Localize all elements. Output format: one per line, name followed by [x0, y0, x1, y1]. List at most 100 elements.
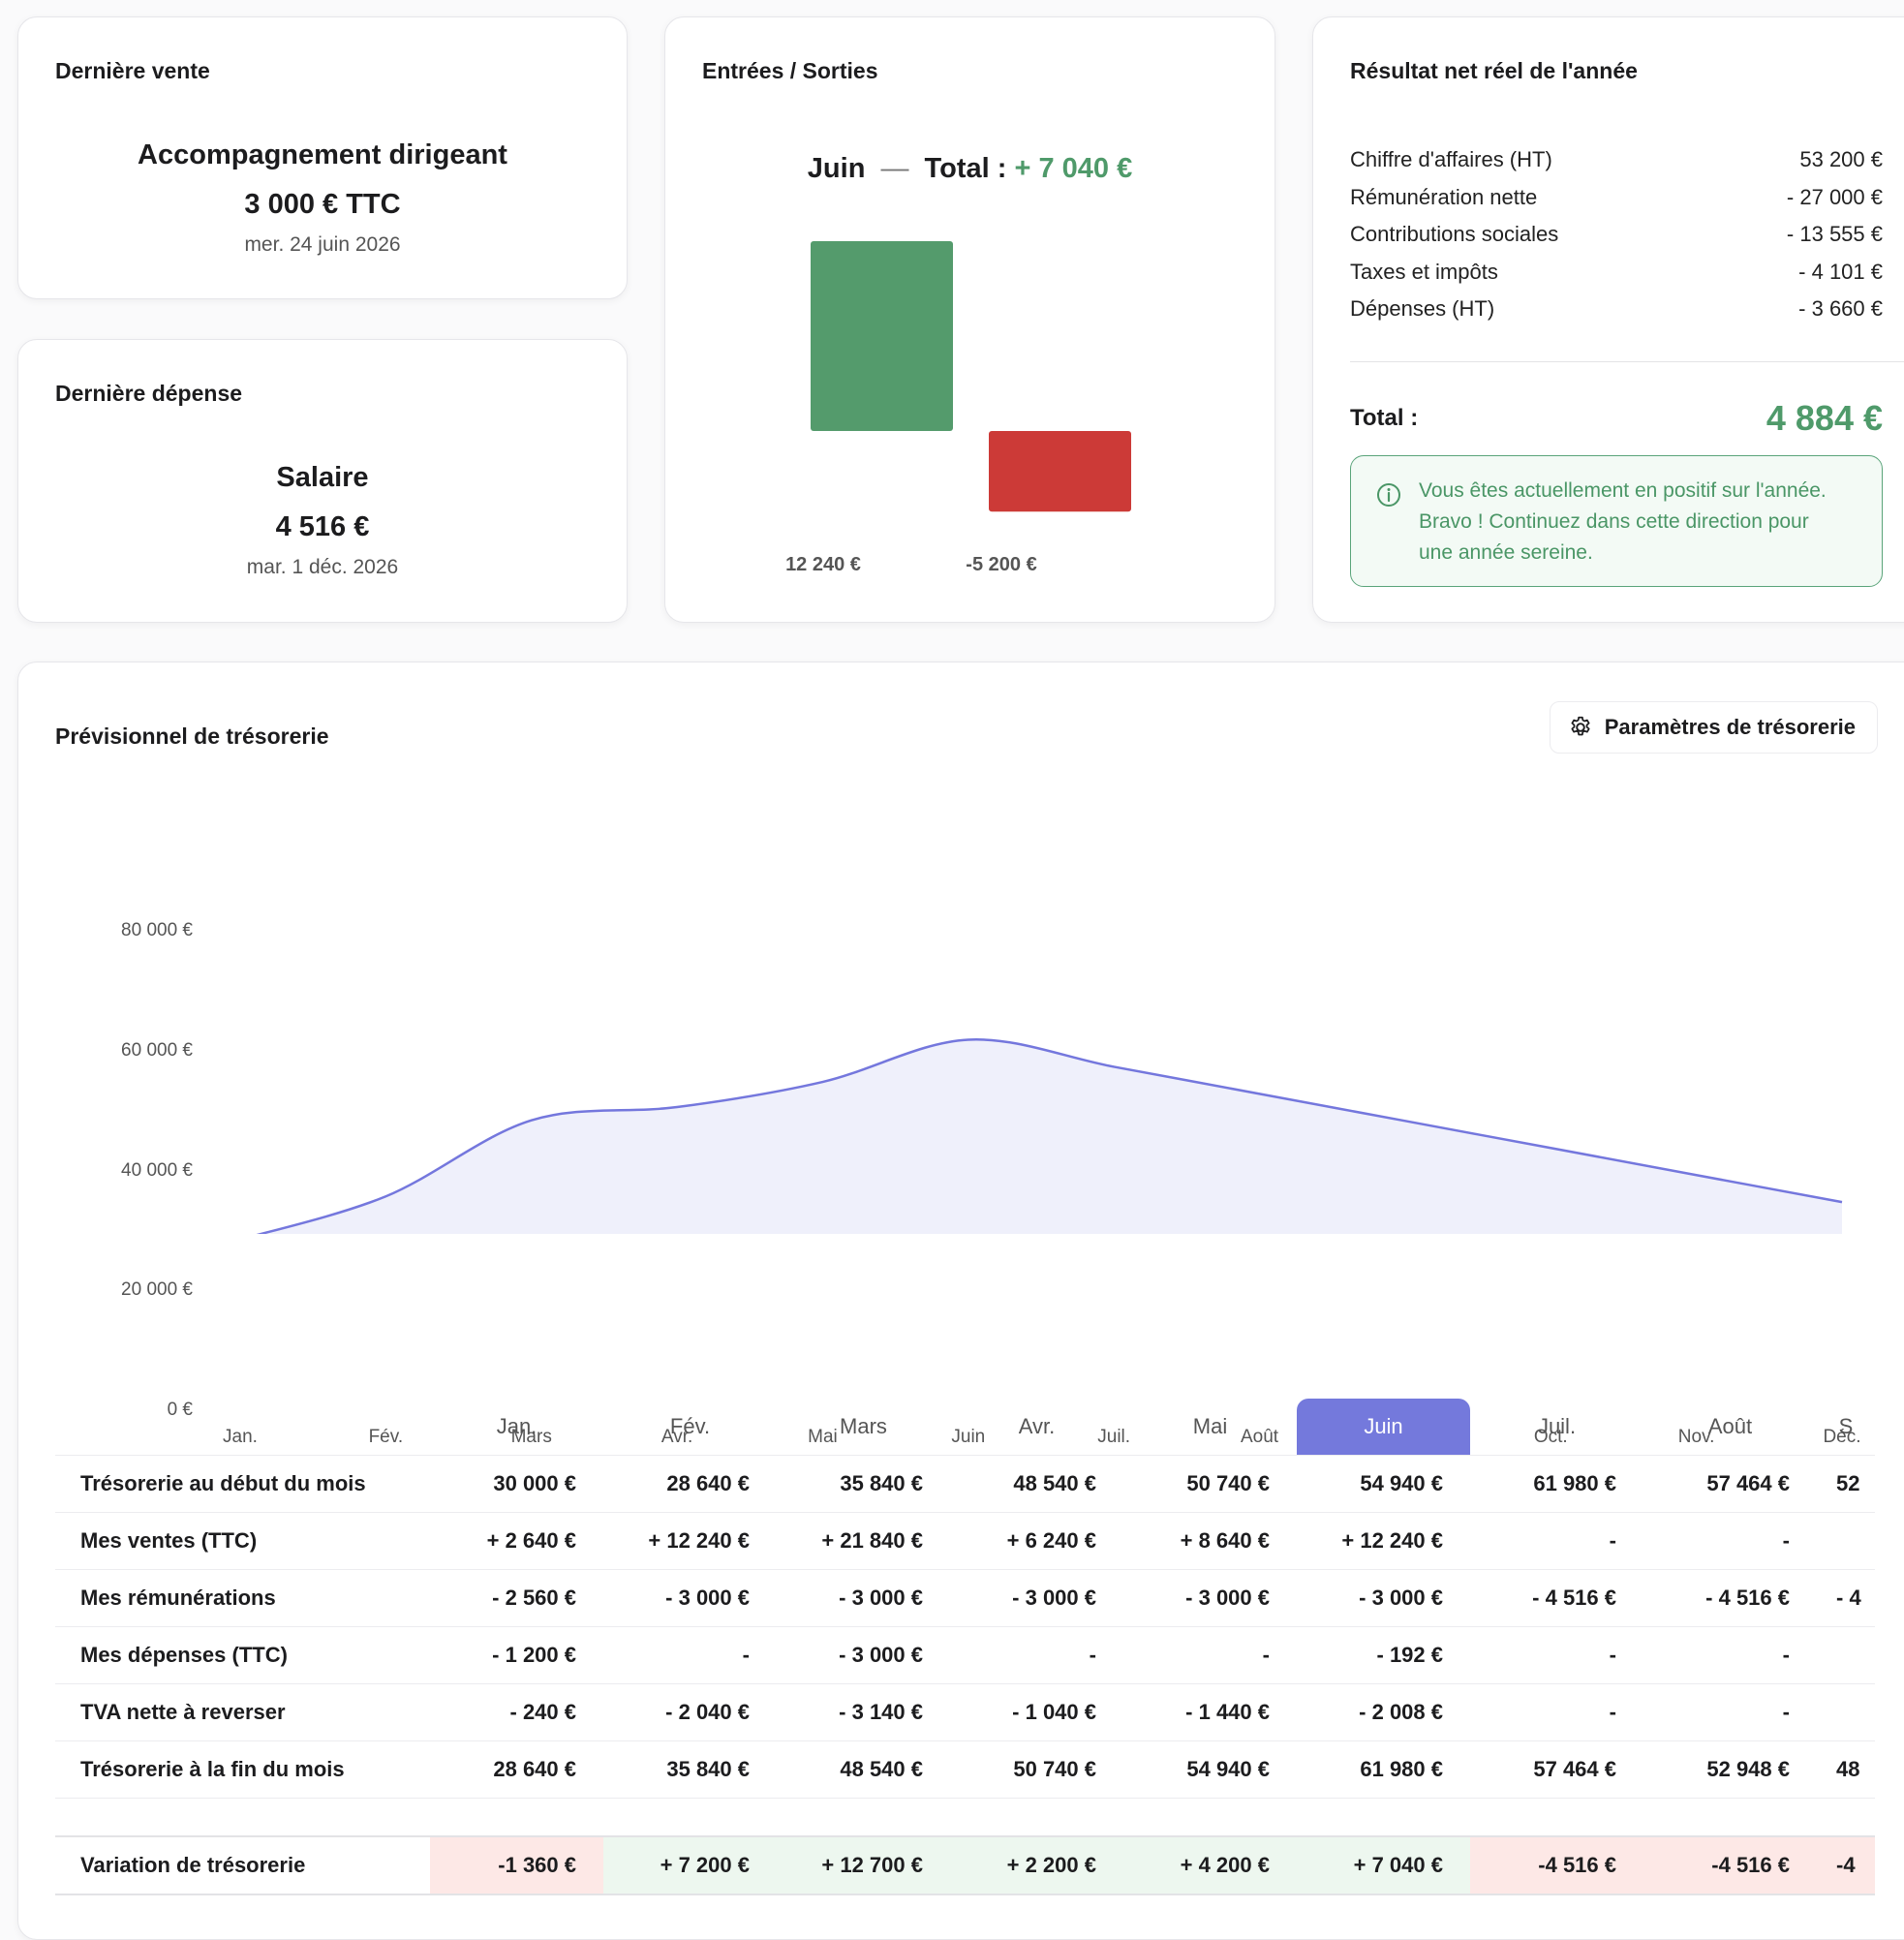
- table-month-header[interactable]: Mai: [1192, 1414, 1228, 1438]
- tresorerie-line: [256, 1038, 1843, 1234]
- table-cell: 35 840 €: [603, 1740, 777, 1799]
- table-cell: -: [1470, 1512, 1643, 1570]
- variation-cell: + 2 200 €: [950, 1835, 1123, 1895]
- table-cell: - 2 008 €: [1297, 1683, 1470, 1741]
- table-cell: 50 740 €: [950, 1740, 1123, 1799]
- x-tick-label: Août: [1240, 1427, 1279, 1447]
- table-cell: + 2 640 €: [430, 1512, 603, 1570]
- derniere-depense-name: Salaire: [276, 462, 369, 493]
- resultat-card: Résultat net réel de l'année Chiffre d'a…: [1312, 16, 1904, 623]
- table-cell: 28 640 €: [430, 1740, 603, 1799]
- table-row: Mes dépenses (TTC) - 1 200 € - - 3 000 € - - -…: [55, 1626, 1875, 1684]
- resultat-title: Résultat net réel de l'année: [1350, 58, 1638, 83]
- resultat-divider: [1350, 361, 1904, 362]
- resultat-row-value: - 4 101 €: [1798, 259, 1883, 284]
- table-cell: -: [1643, 1626, 1817, 1684]
- derniere-vente-date: mer. 24 juin 2026: [244, 233, 401, 256]
- x-tick-label: Juin: [951, 1427, 986, 1447]
- resultat-row: Dépenses (HT) - 3 660 €: [1350, 296, 1883, 331]
- derniere-depense-title: Dernière dépense: [55, 381, 243, 406]
- table-row-label: Mes ventes (TTC): [55, 1512, 430, 1570]
- resultat-info-text: Vous êtes actuellement en positif sur l'…: [1419, 476, 1862, 569]
- table-row-label: Trésorerie à la fin du mois: [55, 1740, 430, 1799]
- variation-cell: -1 360 €: [430, 1835, 603, 1895]
- table-month-header[interactable]: S: [1838, 1414, 1854, 1438]
- table-month-header[interactable]: Août: [1707, 1414, 1753, 1438]
- resultat-row-value: 53 200 €: [1799, 147, 1883, 171]
- table-cell: -: [1470, 1626, 1643, 1684]
- table-cell: - 1 040 €: [950, 1683, 1123, 1741]
- entrees-bar-label: 12 240 €: [785, 554, 861, 575]
- table-month-header[interactable]: Juil.: [1537, 1414, 1577, 1438]
- derniere-depense-date: mar. 1 déc. 2026: [246, 556, 399, 578]
- table-cell: - 3 000 €: [603, 1569, 777, 1627]
- table-row: Mes ventes (TTC) + 2 640 € + 12 240 € + 21 …: [55, 1512, 1875, 1570]
- table-cell: - 4 516 €: [1643, 1569, 1817, 1627]
- sorties-bar: [989, 431, 1131, 512]
- resultat-total-value: 4 884 €: [1766, 398, 1883, 438]
- table-cell: 61 980 €: [1470, 1455, 1643, 1513]
- table-cell: + 21 840 €: [777, 1512, 950, 1570]
- y-tick-label: 20 000 €: [121, 1279, 193, 1301]
- resultat-row: Contributions sociales - 13 555 €: [1350, 222, 1883, 257]
- table-cell: - 2 040 €: [603, 1683, 777, 1741]
- x-tick-label: Jan.: [223, 1427, 258, 1447]
- table-cell: [1817, 1626, 1875, 1684]
- x-tick-label: Avr.: [660, 1427, 693, 1447]
- resultat-row-label: Taxes et impôts: [1350, 259, 1498, 284]
- derniere-vente-title: Dernière vente: [55, 58, 210, 83]
- table-cell: 54 940 €: [1123, 1740, 1297, 1799]
- x-tick-label: Fév.: [368, 1427, 404, 1447]
- variation-label: Variation de trésorerie: [55, 1835, 430, 1895]
- table-month-header[interactable]: Juin: [1297, 1399, 1470, 1456]
- table-month-header[interactable]: Avr.: [1018, 1414, 1056, 1438]
- table-cell: 54 940 €: [1297, 1455, 1470, 1513]
- x-tick-label: Nov.: [1677, 1427, 1715, 1447]
- variation-cell: + 7 200 €: [603, 1835, 777, 1895]
- resultat-row-label: Rémunération nette: [1350, 184, 1538, 209]
- tresorerie-area: [261, 1039, 1842, 1234]
- table-row: Trésorerie à la fin du mois 28 640 €35 84…: [55, 1740, 1875, 1799]
- es-month: Juin: [807, 153, 866, 184]
- table-cell: - 2 560 €: [430, 1569, 603, 1627]
- table-cell: + 8 640 €: [1123, 1512, 1297, 1570]
- table-cell: 61 980 €: [1297, 1740, 1470, 1799]
- resultat-row: Chiffre d'affaires (HT) 53 200 €: [1350, 147, 1883, 182]
- resultat-row-label: Contributions sociales: [1350, 222, 1559, 246]
- entrees-sorties-title: Entrées / Sorties: [702, 58, 878, 83]
- es-dash: —: [880, 153, 909, 184]
- table-month-header[interactable]: Mars: [840, 1414, 887, 1438]
- table-cell: 48: [1817, 1740, 1875, 1799]
- table-row: TVA nette à reverser - 240 € - 2 040 € - 3 …: [55, 1683, 1875, 1741]
- table-cell: 52: [1817, 1455, 1875, 1513]
- table-row-label: TVA nette à reverser: [55, 1683, 430, 1741]
- table-row-label: Trésorerie au début du mois: [55, 1455, 430, 1513]
- table-cell: -: [1123, 1626, 1297, 1684]
- table-month-header[interactable]: Fév.: [669, 1414, 711, 1438]
- table-cell: - 3 000 €: [950, 1569, 1123, 1627]
- table-cell: [1817, 1512, 1875, 1570]
- y-tick-label: 40 000 €: [121, 1159, 193, 1181]
- x-tick-label: Mai: [808, 1427, 838, 1447]
- resultat-info-line2: Bravo ! Continuez dans cette direction p…: [1419, 510, 1809, 533]
- table-month-header[interactable]: Jan.: [496, 1414, 537, 1438]
- table-cell: - 3 000 €: [777, 1569, 950, 1627]
- variation-cell: + 4 200 €: [1123, 1835, 1297, 1895]
- table-cell: -: [1643, 1512, 1817, 1570]
- gear-icon: [1568, 715, 1593, 740]
- resultat-total-label: Total :: [1350, 405, 1419, 431]
- parametres-tresorerie-button[interactable]: Paramètres de trésorerie: [1549, 701, 1878, 754]
- tresorerie-chart: [256, 1038, 1843, 1234]
- table-cell: -: [603, 1626, 777, 1684]
- table-spacer: [55, 1799, 1875, 1837]
- parametres-tresorerie-label: Paramètres de trésorerie: [1604, 715, 1856, 739]
- table-cell: 35 840 €: [777, 1455, 950, 1513]
- resultat-row-value: - 27 000 €: [1786, 184, 1883, 209]
- x-tick-label: Juil.: [1097, 1427, 1131, 1447]
- table-cell: + 6 240 €: [950, 1512, 1123, 1570]
- tresorerie-title: Prévisionnel de trésorerie: [55, 724, 329, 749]
- table-cell: - 1 440 €: [1123, 1683, 1297, 1741]
- resultat-row-label: Dépenses (HT): [1350, 296, 1495, 321]
- table-cell: - 1 200 €: [430, 1626, 603, 1684]
- y-tick-label: 80 000 €: [121, 920, 193, 940]
